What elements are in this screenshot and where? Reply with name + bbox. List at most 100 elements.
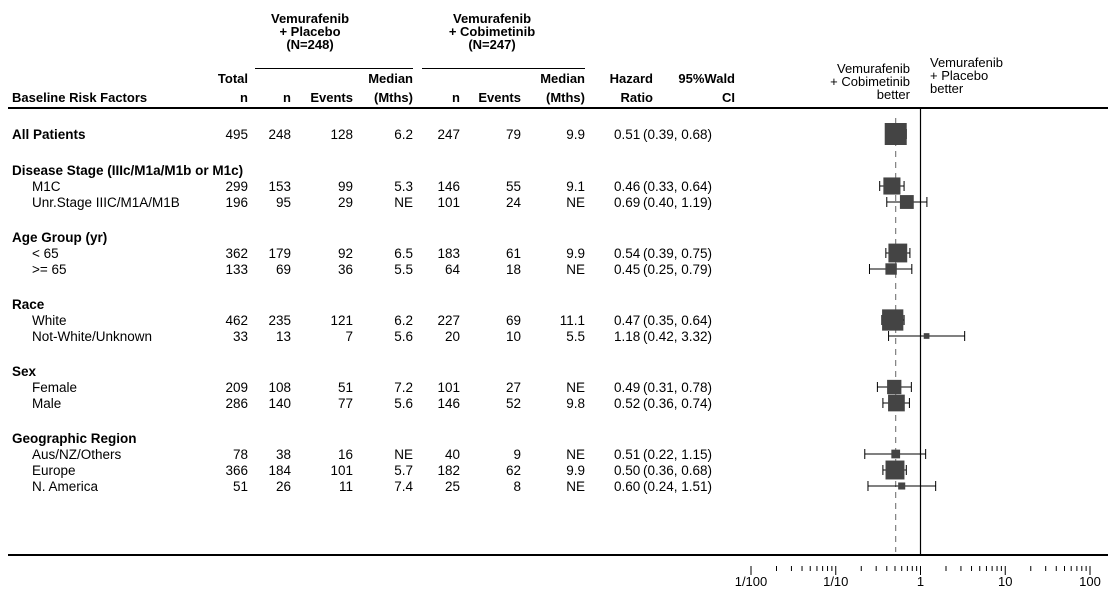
cell-n1: 26	[275, 479, 291, 494]
cell-hr: 0.60	[614, 479, 641, 494]
cell-n1: 235	[268, 313, 291, 328]
right-better-label: Vemurafenib + Placebo better	[930, 56, 1003, 95]
n2-header: n	[452, 90, 460, 105]
cell-m2: 5.5	[566, 329, 585, 344]
arm2-header-rule	[422, 68, 585, 69]
cell-e2: 52	[505, 396, 521, 411]
cell-e1: 29	[337, 195, 353, 210]
cell-n1: 69	[275, 262, 291, 277]
row-label: White	[32, 313, 67, 328]
row-label: Unr.Stage IIIC/M1A/M1B	[32, 195, 180, 210]
cell-e2: 9	[513, 447, 521, 462]
cell-m2: NE	[566, 447, 585, 462]
total-header-line1: Total	[217, 71, 248, 86]
cell-m1: 6.5	[394, 246, 413, 261]
cell-n2: 25	[444, 479, 460, 494]
cell-n1: 184	[268, 463, 291, 478]
median1-header-line1: Median	[368, 71, 413, 86]
subgroup-heading: Race	[12, 297, 45, 312]
arm1-header-rule	[255, 68, 413, 69]
cell-e2: 27	[505, 380, 521, 395]
cell-n2: 101	[437, 195, 460, 210]
cell-ci: (0.31, 0.78)	[643, 380, 713, 395]
cell-n1: 108	[268, 380, 291, 395]
cell-n2: 101	[437, 380, 460, 395]
cell-e2: 61	[505, 246, 521, 261]
cell-total: 362	[225, 246, 248, 261]
median1-header: Median (Mths)	[345, 72, 413, 104]
ci-header-line1: 95%Wald	[678, 71, 735, 86]
hr-header-line1: Hazard	[609, 71, 653, 86]
cell-m2: 9.8	[566, 396, 585, 411]
cell-e1: 7	[345, 329, 353, 344]
hr-marker	[883, 177, 901, 195]
cell-e1: 51	[337, 380, 353, 395]
cell-ci: (0.36, 0.68)	[643, 463, 713, 478]
cell-hr: 0.51	[614, 127, 641, 142]
left-better-line3: better	[876, 87, 910, 102]
total-header: Total n	[200, 72, 248, 104]
cell-total: 299	[225, 179, 248, 194]
cell-e2: 79	[505, 127, 521, 142]
cell-n1: 153	[268, 179, 291, 194]
cell-m1: NE	[394, 447, 413, 462]
cell-m1: 5.3	[394, 179, 413, 194]
header-rule	[8, 107, 1108, 109]
hr-marker	[882, 309, 904, 331]
hr-marker	[884, 123, 907, 145]
cell-n2: 227	[437, 313, 460, 328]
left-better-line1: Vemurafenib	[837, 61, 910, 76]
cell-hr: 0.54	[614, 246, 641, 261]
subgroup-heading: Geographic Region	[12, 431, 137, 446]
cell-hr: 0.49	[614, 380, 641, 395]
cell-hr: 1.18	[614, 329, 641, 344]
cell-m2: NE	[566, 262, 585, 277]
cell-e2: 55	[505, 179, 521, 194]
hr-marker	[899, 195, 914, 209]
x-tick-label: 100	[1079, 574, 1101, 589]
cell-m1: 5.6	[394, 396, 413, 411]
cell-n1: 179	[268, 246, 291, 261]
row-label: All Patients	[12, 127, 86, 142]
row-label: >= 65	[32, 262, 67, 277]
cell-ci: (0.36, 0.74)	[643, 396, 713, 411]
cell-n1: 95	[275, 195, 291, 210]
cell-e1: 92	[337, 246, 353, 261]
hr-header-line2: Ratio	[620, 90, 654, 105]
row-label: < 65	[32, 246, 59, 261]
cell-e2: 69	[505, 313, 521, 328]
cell-e2: 62	[505, 463, 521, 478]
hr-marker	[923, 333, 930, 339]
cell-e1: 99	[337, 179, 353, 194]
cell-m1: 7.2	[394, 380, 413, 395]
hr-header: Hazard Ratio	[585, 72, 653, 104]
cell-hr: 0.45	[614, 262, 641, 277]
cell-e2: 8	[513, 479, 521, 494]
arm1-header-line2: + Placebo	[279, 24, 341, 39]
cell-n1: 248	[268, 127, 291, 142]
cell-hr: 0.50	[614, 463, 641, 478]
median2-header-line1: Median	[540, 71, 585, 86]
right-better-line3: better	[930, 81, 964, 96]
cell-m1: 6.2	[394, 313, 413, 328]
cell-total: 51	[232, 479, 248, 494]
cell-total: 33	[232, 329, 248, 344]
cell-ci: (0.39, 0.68)	[643, 127, 713, 142]
cell-e1: 121	[330, 313, 353, 328]
cell-m2: 9.9	[566, 463, 585, 478]
cell-m1: 5.7	[394, 463, 413, 478]
cell-n2: 247	[437, 127, 460, 142]
cell-m1: 5.5	[394, 262, 413, 277]
cell-n2: 182	[437, 463, 460, 478]
left-better-line2: + Cobimetinib	[830, 74, 910, 89]
subgroup-heading: Disease Stage (IIIc/M1a/M1b or M1c)	[12, 163, 244, 178]
cell-m2: 9.9	[566, 246, 585, 261]
arm1-header-line3: (N=248)	[286, 37, 334, 52]
cell-m1: 5.6	[394, 329, 413, 344]
arm1-header-line1: Vemurafenib	[270, 11, 350, 26]
cell-m2: 9.1	[566, 179, 585, 194]
arm2-header-line2: + Cobimetinib	[448, 24, 536, 39]
cell-hr: 0.51	[614, 447, 641, 462]
x-tick-label: 1/100	[735, 574, 768, 589]
cell-total: 133	[225, 262, 248, 277]
